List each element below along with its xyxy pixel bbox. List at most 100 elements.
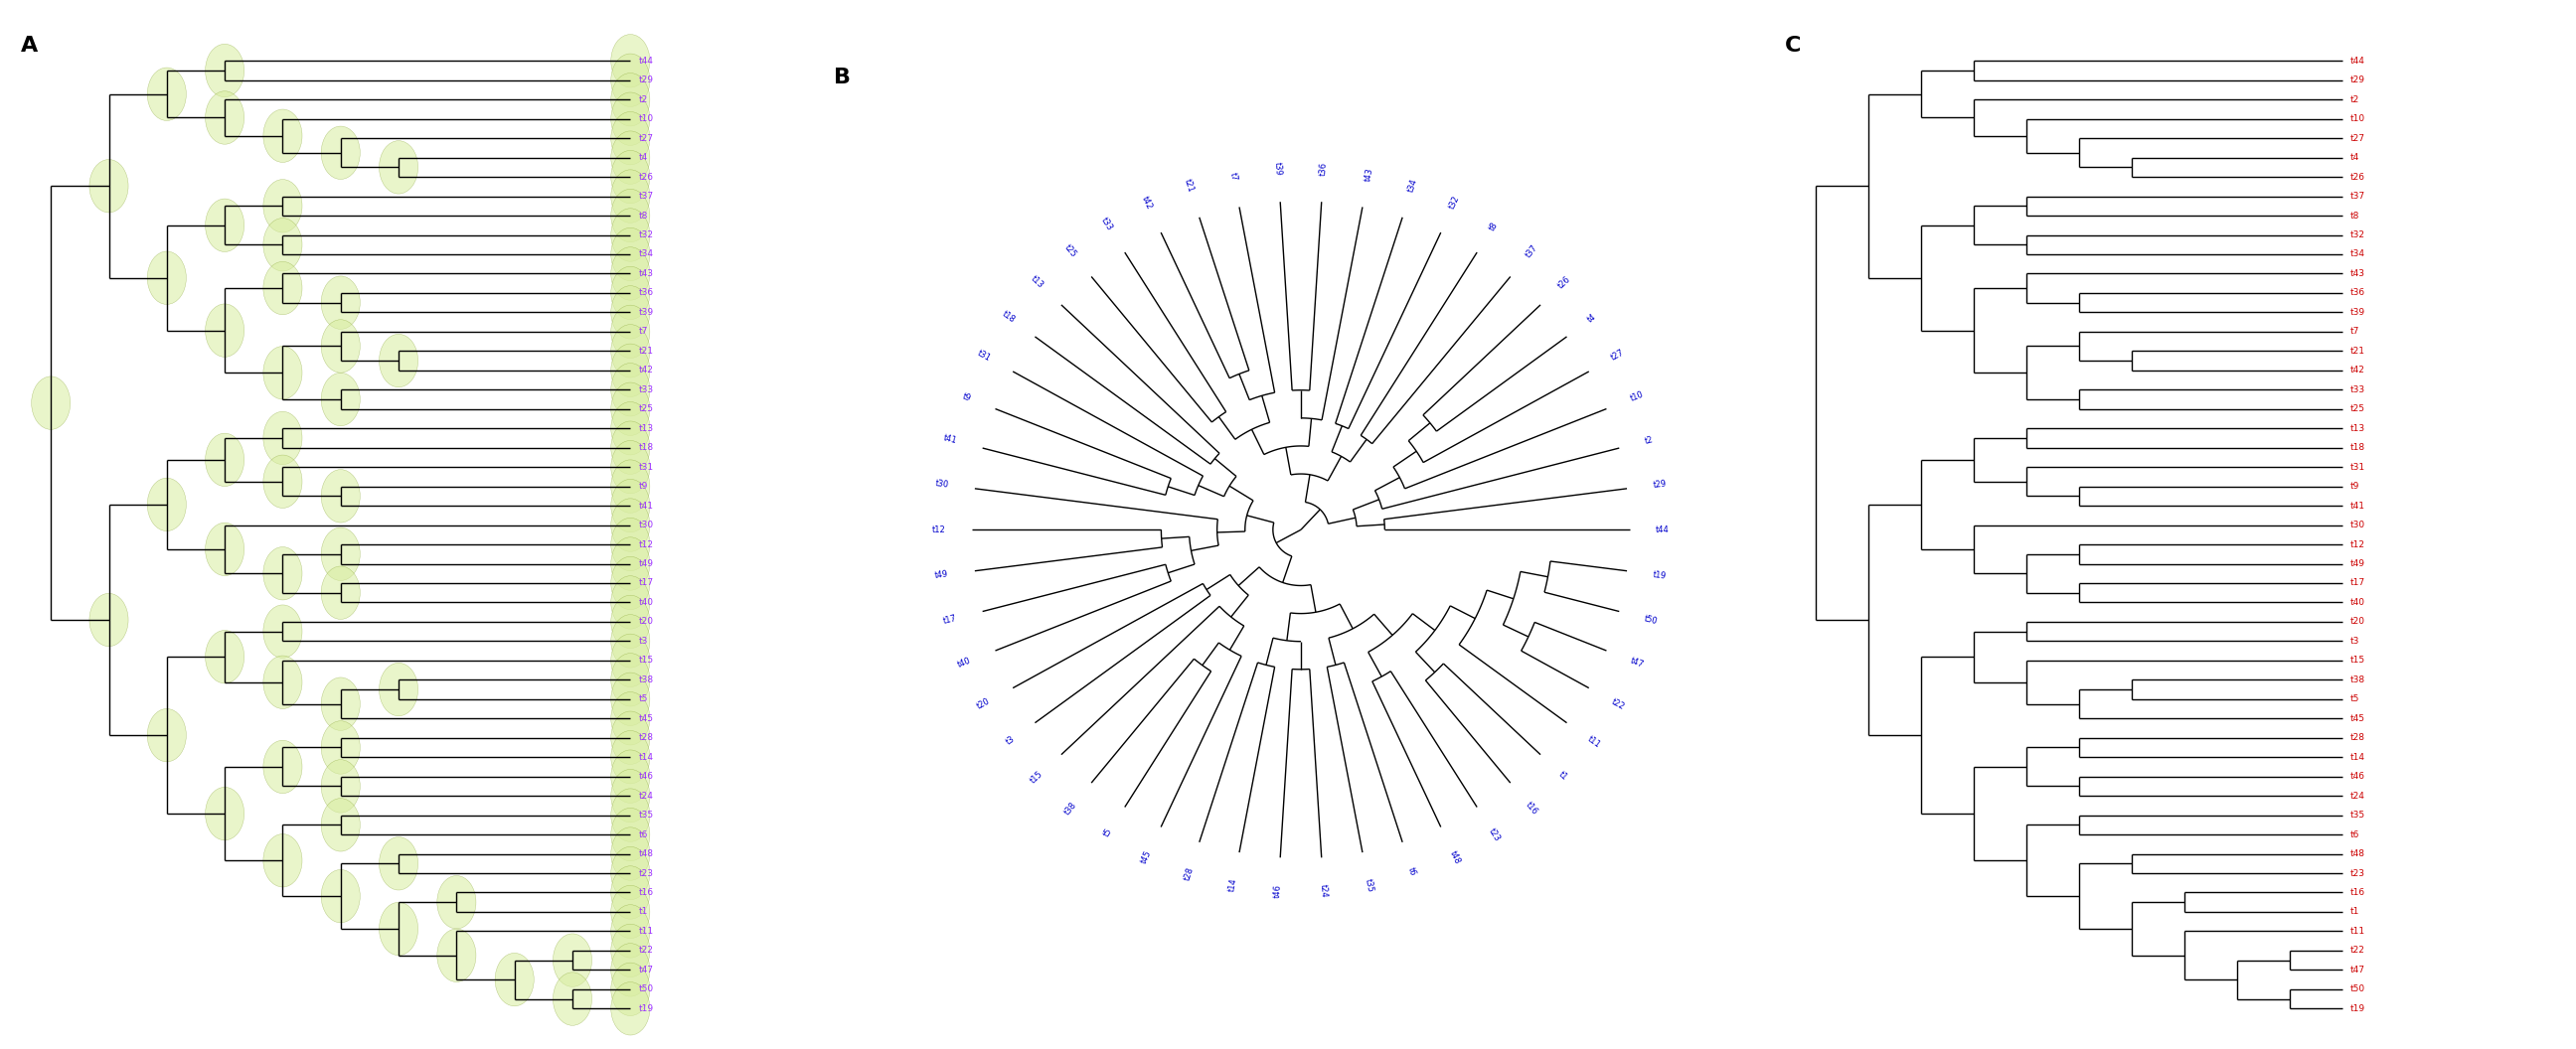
Text: t44: t44 — [1656, 526, 1669, 534]
Text: t8: t8 — [1486, 220, 1499, 233]
Ellipse shape — [611, 750, 649, 804]
Ellipse shape — [379, 902, 417, 956]
Ellipse shape — [611, 53, 649, 107]
Ellipse shape — [611, 904, 649, 958]
Ellipse shape — [611, 654, 649, 706]
Ellipse shape — [611, 383, 649, 435]
Ellipse shape — [611, 498, 649, 552]
Text: t17: t17 — [639, 579, 654, 587]
Text: t27: t27 — [1610, 348, 1625, 363]
Ellipse shape — [611, 228, 649, 281]
Text: t19: t19 — [1651, 570, 1667, 580]
Text: t18: t18 — [2349, 444, 2365, 452]
Text: t8: t8 — [2349, 211, 2360, 220]
Ellipse shape — [611, 615, 649, 667]
Ellipse shape — [263, 218, 301, 271]
Text: t11: t11 — [639, 926, 654, 936]
Ellipse shape — [206, 44, 245, 98]
Text: t33: t33 — [1100, 216, 1115, 233]
Ellipse shape — [611, 711, 649, 765]
Text: t27: t27 — [639, 134, 654, 143]
Text: t39: t39 — [2349, 307, 2365, 317]
Text: t29: t29 — [1651, 479, 1667, 490]
Text: t37: t37 — [639, 192, 654, 200]
Text: t47: t47 — [1628, 657, 1646, 669]
Text: t28: t28 — [2349, 733, 2365, 743]
Text: t3: t3 — [2349, 637, 2360, 645]
Text: t13: t13 — [2349, 424, 2365, 433]
Text: t45: t45 — [2349, 714, 2365, 723]
Text: t48: t48 — [639, 850, 654, 858]
Ellipse shape — [147, 478, 185, 531]
Ellipse shape — [495, 954, 533, 1006]
Text: t24: t24 — [1319, 883, 1329, 898]
Ellipse shape — [322, 276, 361, 329]
Text: t50: t50 — [1643, 614, 1659, 625]
Ellipse shape — [554, 934, 592, 987]
Ellipse shape — [611, 131, 649, 185]
Ellipse shape — [322, 798, 361, 852]
Text: t20: t20 — [639, 617, 654, 626]
Text: t33: t33 — [639, 385, 654, 394]
Ellipse shape — [322, 320, 361, 372]
Text: t30: t30 — [2349, 520, 2365, 530]
Text: t25: t25 — [639, 405, 654, 413]
Text: t42: t42 — [2349, 366, 2365, 374]
Text: t17: t17 — [943, 614, 958, 626]
Text: t10: t10 — [639, 114, 654, 124]
Text: t49: t49 — [639, 559, 654, 569]
Ellipse shape — [611, 518, 649, 571]
Ellipse shape — [322, 566, 361, 619]
Text: t35: t35 — [639, 811, 654, 819]
Text: t19: t19 — [639, 1004, 654, 1013]
Text: t16: t16 — [639, 889, 654, 897]
Text: t11: t11 — [2349, 926, 2365, 936]
Text: t30: t30 — [639, 520, 654, 530]
Text: t41: t41 — [2349, 501, 2365, 510]
Text: t15: t15 — [2349, 656, 2365, 665]
Text: t15: t15 — [639, 656, 654, 665]
Ellipse shape — [611, 866, 649, 919]
Ellipse shape — [611, 363, 649, 416]
Text: t49: t49 — [2349, 559, 2365, 569]
Text: t42: t42 — [639, 366, 654, 374]
Text: t23: t23 — [1486, 827, 1502, 843]
Ellipse shape — [611, 672, 649, 726]
Text: t10: t10 — [2349, 114, 2365, 124]
Text: t48: t48 — [1448, 849, 1463, 865]
Text: t26: t26 — [1556, 274, 1574, 291]
Text: t11: t11 — [1584, 734, 1602, 750]
Ellipse shape — [322, 372, 361, 426]
Text: t9: t9 — [2349, 481, 2360, 491]
Text: t36: t36 — [639, 288, 654, 298]
Text: t20: t20 — [976, 697, 992, 711]
Text: t22: t22 — [2349, 946, 2365, 955]
Text: t7: t7 — [639, 327, 649, 336]
Ellipse shape — [611, 402, 649, 455]
Text: t38: t38 — [1061, 800, 1079, 817]
Ellipse shape — [611, 248, 649, 300]
Text: t24: t24 — [639, 791, 654, 800]
Text: t38: t38 — [2349, 676, 2365, 684]
Ellipse shape — [147, 67, 185, 121]
Text: t32: t32 — [2349, 231, 2365, 239]
Ellipse shape — [611, 285, 649, 339]
Ellipse shape — [263, 179, 301, 233]
Text: t22: t22 — [1610, 697, 1625, 711]
Text: t17: t17 — [2349, 579, 2365, 587]
Ellipse shape — [322, 721, 361, 774]
Text: t36: t36 — [2349, 288, 2365, 298]
Text: t41: t41 — [639, 501, 654, 510]
Ellipse shape — [611, 576, 649, 629]
Text: t46: t46 — [1273, 883, 1283, 898]
Ellipse shape — [611, 150, 649, 204]
Ellipse shape — [611, 963, 649, 1015]
Text: t38: t38 — [639, 676, 654, 684]
Text: t44: t44 — [639, 57, 654, 65]
Text: t7: t7 — [2349, 327, 2360, 336]
Ellipse shape — [611, 692, 649, 745]
Text: t14: t14 — [2349, 753, 2365, 762]
Text: t34: t34 — [639, 250, 654, 259]
Text: t9: t9 — [961, 392, 974, 403]
Text: t25: t25 — [2349, 405, 2365, 413]
